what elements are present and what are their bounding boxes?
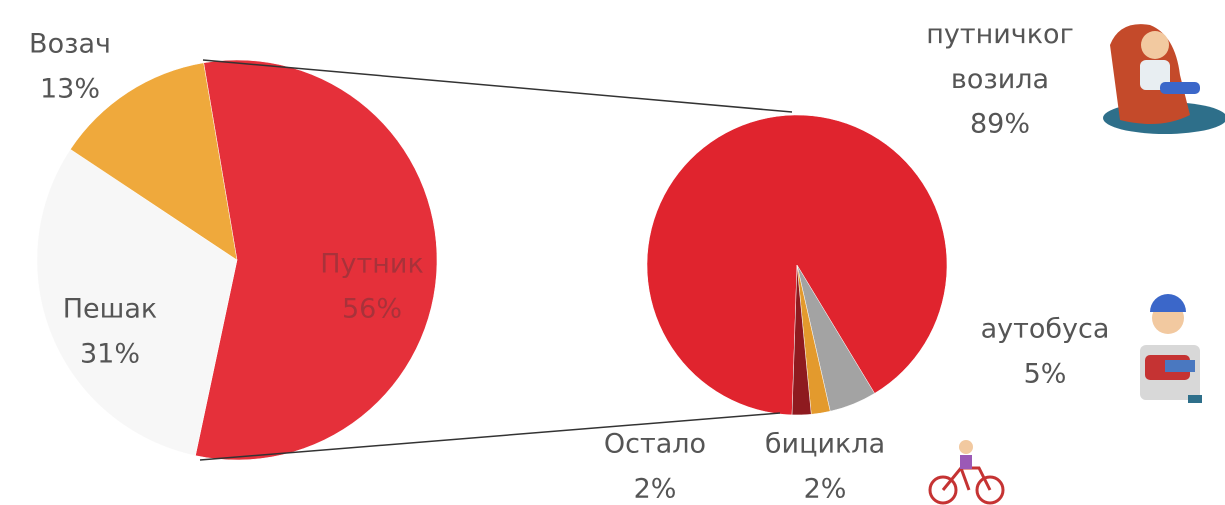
slice-label: Возач xyxy=(29,29,111,60)
slice-label: Путник xyxy=(320,249,424,280)
slice-label: Пешак xyxy=(63,294,157,325)
value-label: 56% xyxy=(342,294,402,325)
car-seat-icon xyxy=(1103,24,1225,134)
pie-slice xyxy=(70,62,238,261)
label-line: возила xyxy=(951,64,1049,95)
value-label: 5% xyxy=(1024,359,1067,390)
bus-seat-icon xyxy=(1140,294,1202,403)
slice-label: Остало xyxy=(604,429,706,460)
value-label: 31% xyxy=(80,339,140,370)
connector-line xyxy=(199,412,781,461)
label-line: путничког xyxy=(926,19,1074,50)
value-label: 2% xyxy=(804,474,847,505)
bicycle-icon xyxy=(928,440,1005,505)
value-label: 13% xyxy=(40,74,100,105)
slice-label: бицикла xyxy=(765,429,885,460)
slice-label: аутобуса xyxy=(981,314,1110,345)
connector-line xyxy=(202,59,793,113)
slice-label: путничког возила xyxy=(926,19,1074,95)
value-label: 2% xyxy=(634,474,677,505)
value-label: 89% xyxy=(970,109,1030,140)
pie-slice xyxy=(36,148,238,456)
pie-slice xyxy=(791,264,812,416)
pie-slice xyxy=(195,59,438,461)
